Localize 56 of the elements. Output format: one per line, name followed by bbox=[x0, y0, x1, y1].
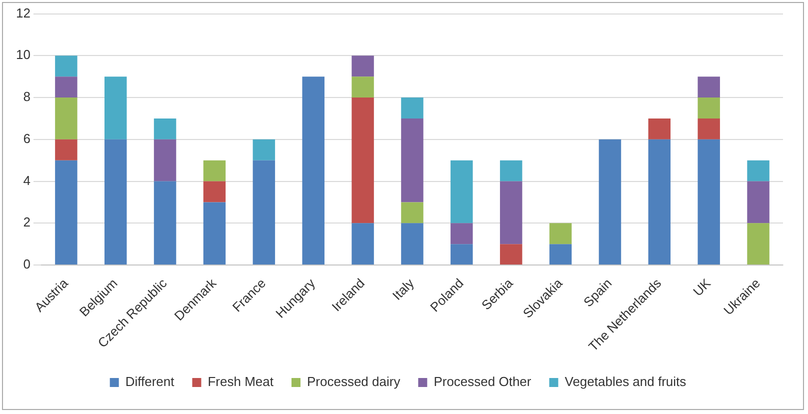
bar bbox=[55, 139, 78, 160]
bar bbox=[648, 118, 671, 140]
bar bbox=[252, 160, 276, 265]
bar bbox=[203, 202, 226, 265]
bar bbox=[549, 223, 572, 244]
bar bbox=[698, 98, 720, 118]
legend-label: Processed Other bbox=[434, 374, 532, 390]
bar bbox=[203, 181, 226, 202]
y-tick-label: 2 bbox=[23, 214, 30, 230]
legend-label: Fresh Meat bbox=[208, 374, 274, 390]
bar bbox=[401, 202, 424, 224]
bar bbox=[747, 223, 770, 265]
y-tick-label: 10 bbox=[16, 47, 30, 62]
bar bbox=[500, 160, 522, 182]
bar bbox=[302, 76, 324, 265]
bar bbox=[203, 160, 226, 182]
x-tick-label: Italy bbox=[389, 275, 418, 304]
bar bbox=[648, 139, 671, 265]
bar bbox=[698, 139, 720, 265]
bar bbox=[154, 139, 176, 182]
bar bbox=[549, 244, 572, 265]
legend-label: Different bbox=[125, 374, 175, 390]
bar bbox=[500, 244, 522, 265]
bar bbox=[55, 98, 78, 140]
bar bbox=[450, 160, 473, 224]
legend-label: Vegetables and fruits bbox=[564, 374, 687, 390]
bar bbox=[352, 76, 374, 98]
bar bbox=[450, 223, 473, 244]
bar bbox=[154, 181, 176, 265]
bar bbox=[55, 76, 78, 98]
bar bbox=[747, 160, 770, 182]
bar bbox=[154, 118, 176, 140]
legend-label: Processed dairy bbox=[306, 374, 401, 390]
bar bbox=[352, 98, 374, 224]
bar bbox=[252, 139, 276, 160]
bar bbox=[698, 76, 720, 98]
bar bbox=[352, 56, 374, 77]
bar bbox=[500, 181, 522, 244]
bar bbox=[450, 244, 473, 265]
bar bbox=[698, 118, 720, 140]
y-tick-label: 6 bbox=[23, 130, 30, 146]
y-tick-label: 4 bbox=[23, 172, 30, 188]
bar bbox=[55, 56, 78, 77]
y-tick-label: 12 bbox=[16, 5, 30, 20]
bar bbox=[401, 223, 424, 265]
bar bbox=[104, 139, 127, 265]
bar bbox=[352, 223, 374, 265]
x-tick-label: UK bbox=[690, 275, 714, 299]
y-tick-label: 0 bbox=[23, 256, 30, 272]
bar bbox=[55, 160, 78, 265]
bar bbox=[104, 76, 127, 140]
bar bbox=[401, 98, 424, 118]
bar bbox=[747, 181, 770, 224]
bar bbox=[598, 139, 622, 265]
bar bbox=[401, 118, 424, 202]
y-tick-label: 8 bbox=[23, 89, 30, 104]
